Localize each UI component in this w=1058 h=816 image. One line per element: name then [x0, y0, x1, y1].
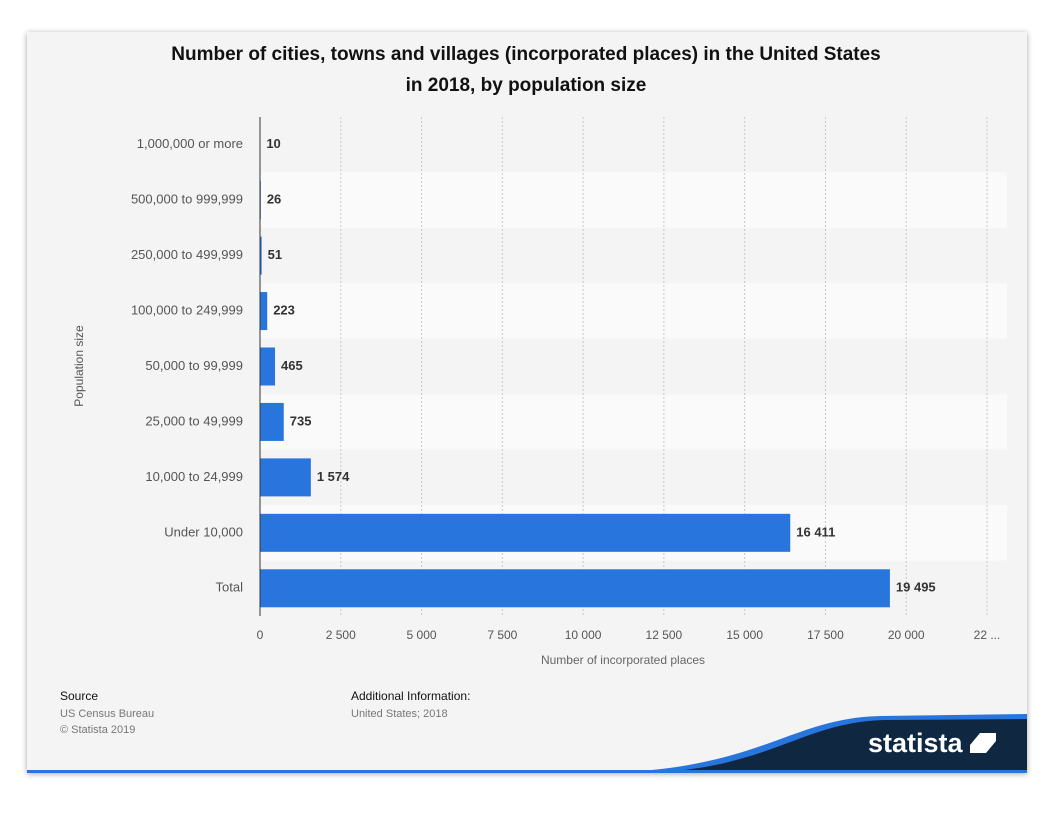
y-axis-label: Population size [72, 325, 86, 407]
bar [260, 513, 791, 552]
row-band [260, 449, 1007, 506]
row-band [260, 394, 1007, 450]
x-tick-label: 5 000 [407, 628, 437, 642]
logo-wave [640, 719, 1027, 773]
x-tick-label: 15 000 [726, 628, 763, 642]
value-label: 1 574 [317, 469, 350, 484]
bar [260, 236, 262, 275]
bar [260, 458, 311, 497]
source: US Census Bureau [60, 708, 154, 720]
row-band [260, 227, 1007, 284]
value-label: 26 [267, 192, 281, 207]
logo-icon [970, 733, 996, 753]
bottom-line [27, 770, 1027, 773]
y-tick-label: 250,000 to 499,999 [131, 247, 243, 262]
y-tick-label: 1,000,000 or more [137, 136, 243, 151]
chart-subtitle: in 2018, by population size [406, 75, 647, 96]
value-label: 223 [273, 302, 295, 317]
value-label: 465 [281, 358, 303, 373]
row-band [260, 172, 1007, 228]
row-band [260, 117, 1007, 173]
logo-text: statista [868, 728, 964, 758]
bar [260, 347, 276, 386]
value-label: 16 411 [796, 524, 835, 539]
bar [260, 569, 890, 608]
value-label: 735 [290, 413, 312, 428]
copyright: © Statista 2019 [60, 724, 135, 736]
x-tick-label: 7 500 [487, 628, 517, 642]
info: United States; 2018 [351, 708, 448, 720]
x-axis-label: Number of incorporated places [541, 653, 705, 667]
x-tick-label: 2 500 [326, 628, 356, 642]
x-tick-label: 12 500 [646, 628, 683, 642]
y-tick-label: 10,000 to 24,999 [145, 469, 243, 484]
x-tick-label: 0 [257, 628, 264, 642]
y-tick-label: 50,000 to 99,999 [145, 358, 243, 373]
x-tick-label: 10 000 [565, 628, 602, 642]
plot: 0 2 500 5 000 7 500 10 000 12 500 15 000 17 500… [131, 117, 1007, 642]
row-band [260, 338, 1007, 395]
value-label: 19 495 [896, 580, 936, 595]
chart-title: Number of cities, towns and villages (in… [171, 44, 880, 65]
bar [260, 292, 268, 331]
x-tick-label: 17 500 [807, 628, 844, 642]
value-label: 10 [266, 136, 280, 151]
source-title: Source [60, 689, 98, 703]
y-tick-label: 25,000 to 49,999 [145, 413, 243, 428]
x-tick-label: 20 000 [888, 628, 925, 642]
y-tick-label: Under 10,000 [164, 524, 243, 539]
x-tick-label: 22 ... [974, 628, 1001, 642]
value-label: 51 [268, 247, 282, 262]
y-tick-label: 100,000 to 249,999 [131, 302, 243, 317]
y-tick-label: 500,000 to 999,999 [131, 192, 243, 207]
y-tick-label: Total [216, 580, 244, 595]
bar [260, 402, 284, 441]
row-band [260, 283, 1007, 339]
info-title: Additional Information: [351, 689, 470, 703]
